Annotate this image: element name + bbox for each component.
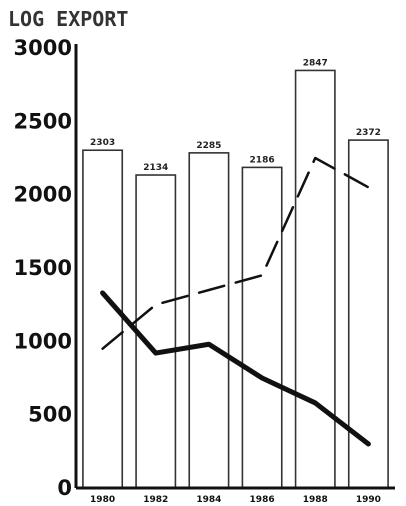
x-tick-label: 1990: [356, 495, 381, 505]
bar: [294, 69, 336, 489]
y-tick-label: 500: [28, 403, 72, 427]
y-axis-ticks: 0 500 1000 1500 2000 2500 3000: [14, 36, 72, 500]
y-tick-label: 1500: [14, 256, 72, 280]
bar-data-label: 2372: [356, 128, 381, 138]
bar-data-label: 2134: [143, 163, 168, 173]
bar: [188, 152, 230, 489]
bar: [241, 166, 283, 489]
bar-data-label: 2186: [250, 155, 275, 165]
bar: [135, 174, 177, 489]
bar-data-label: 2847: [303, 58, 328, 68]
chart-title: LOG EXPORT: [8, 7, 128, 31]
x-tick-label: 1982: [143, 495, 168, 505]
bar: [82, 149, 124, 489]
x-tick-label: 1980: [90, 495, 115, 505]
y-tick-label: 0: [57, 476, 72, 500]
x-tick-label: 1986: [250, 495, 275, 505]
solid-line-series: [100, 290, 371, 447]
bar-data-labels: 2303 2134 2285 2186 2847 2372: [90, 58, 381, 173]
y-tick-label: 1000: [14, 329, 72, 353]
axes: [74, 44, 395, 490]
y-tick-label: 2000: [14, 183, 72, 207]
y-tick-label: 3000: [14, 36, 72, 60]
dashed-line-series: [101, 156, 370, 350]
x-tick-label: 1984: [196, 495, 221, 505]
x-axis-ticks: 1980 1982 1984 1986 1988 1990: [90, 495, 381, 505]
bar-data-label: 2303: [90, 138, 115, 148]
line-series: [100, 156, 371, 447]
bar-data-label: 2285: [196, 141, 221, 151]
y-tick-label: 2500: [14, 109, 72, 133]
x-tick-label: 1988: [303, 495, 328, 505]
